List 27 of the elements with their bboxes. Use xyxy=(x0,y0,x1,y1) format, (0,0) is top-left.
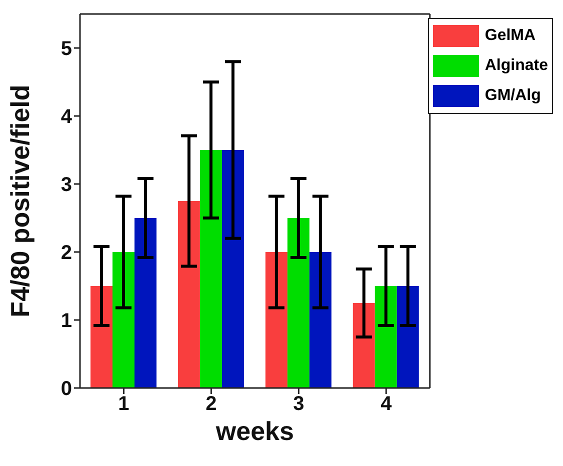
y-tick-label: 5 xyxy=(60,38,72,60)
bar xyxy=(309,252,332,388)
x-tick-label: 1 xyxy=(118,393,130,416)
bar xyxy=(178,201,200,388)
bar xyxy=(200,150,222,388)
bar xyxy=(112,252,134,388)
bar xyxy=(396,286,419,388)
y-tick-label: 4 xyxy=(60,106,73,128)
x-tick-label: 2 xyxy=(206,393,217,416)
bar xyxy=(134,218,156,388)
bar xyxy=(352,303,375,388)
bar xyxy=(90,286,112,388)
y-tick-label: 1 xyxy=(60,310,72,332)
x-tick-label: 3 xyxy=(293,393,304,416)
x-tick-label: 4 xyxy=(380,393,393,416)
y-axis-title: F4/80 positive/field xyxy=(5,84,36,318)
bar xyxy=(222,150,244,388)
legend-label: GelMA xyxy=(484,27,536,45)
y-tick-label: 0 xyxy=(60,378,72,400)
y-tick-label: 3 xyxy=(60,174,72,196)
bar xyxy=(265,252,288,388)
legend-label: Alginate xyxy=(484,57,548,75)
bar xyxy=(374,286,397,388)
legend-label: GM/Alg xyxy=(484,87,541,105)
bar xyxy=(287,218,310,388)
x-axis-title: weeks xyxy=(214,416,294,446)
y-tick-label: 2 xyxy=(60,242,72,264)
